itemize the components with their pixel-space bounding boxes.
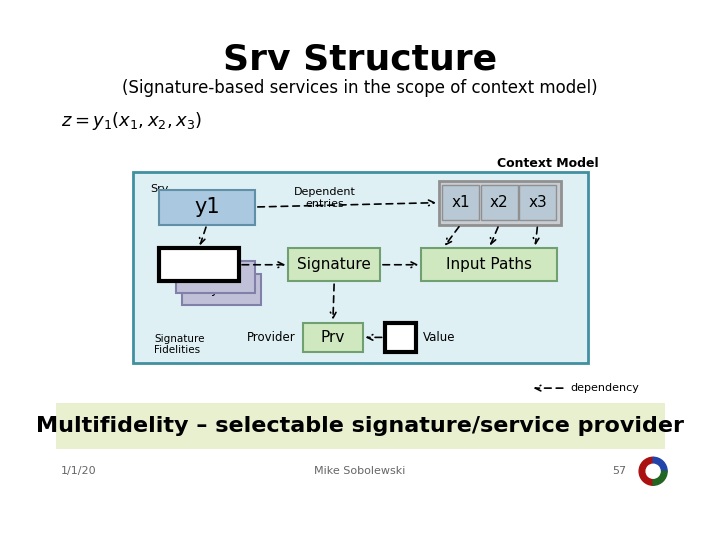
Text: Context Model: Context Model: [498, 157, 599, 170]
Bar: [176, 261, 255, 293]
Text: $z = y_1(x_1, x_2, x_3)$: $z = y_1(x_1, x_2, x_3)$: [60, 110, 202, 132]
Circle shape: [646, 464, 660, 478]
Wedge shape: [639, 457, 653, 485]
Text: x2: x2: [490, 195, 508, 210]
Text: Signature
Fidelities: Signature Fidelities: [154, 334, 205, 355]
Text: Srv: Srv: [150, 185, 168, 194]
Wedge shape: [653, 471, 667, 485]
Bar: [519, 185, 556, 220]
Bar: [421, 248, 557, 281]
Text: Prv: Prv: [320, 330, 345, 345]
Bar: [442, 185, 479, 220]
Text: y1: y1: [194, 197, 220, 217]
Bar: [158, 190, 255, 225]
Wedge shape: [653, 457, 667, 471]
Bar: [288, 248, 380, 281]
Text: x1: x1: [451, 195, 470, 210]
Text: z: z: [395, 328, 405, 346]
Bar: [438, 181, 562, 225]
Text: Value: Value: [423, 331, 456, 344]
Text: x3: x3: [528, 195, 547, 210]
Text: Mike Sobolewski: Mike Sobolewski: [315, 466, 405, 476]
Text: Provider: Provider: [248, 331, 296, 344]
Text: y1f2: y1f2: [202, 271, 230, 284]
Bar: [384, 322, 416, 352]
Text: 57: 57: [612, 466, 626, 476]
Text: dependency: dependency: [570, 383, 639, 393]
Bar: [182, 273, 261, 305]
Text: 1/1/20: 1/1/20: [60, 466, 96, 476]
Text: (Signature-based services in the scope of context model): (Signature-based services in the scope o…: [122, 79, 598, 97]
Bar: [132, 172, 588, 363]
Text: Input Paths: Input Paths: [446, 257, 532, 272]
Text: Dependent
entries: Dependent entries: [294, 187, 356, 209]
Text: y1fᵢ: y1fᵢ: [211, 283, 233, 296]
Bar: [55, 403, 665, 449]
Text: Multifidelity – selectable signature/service provider: Multifidelity – selectable signature/ser…: [36, 416, 684, 436]
Text: Srv Structure: Srv Structure: [223, 43, 497, 77]
Bar: [158, 248, 239, 281]
Text: y1f1: y1f1: [176, 256, 221, 274]
Text: Signature: Signature: [297, 257, 371, 272]
Bar: [303, 322, 363, 352]
Bar: [481, 185, 518, 220]
